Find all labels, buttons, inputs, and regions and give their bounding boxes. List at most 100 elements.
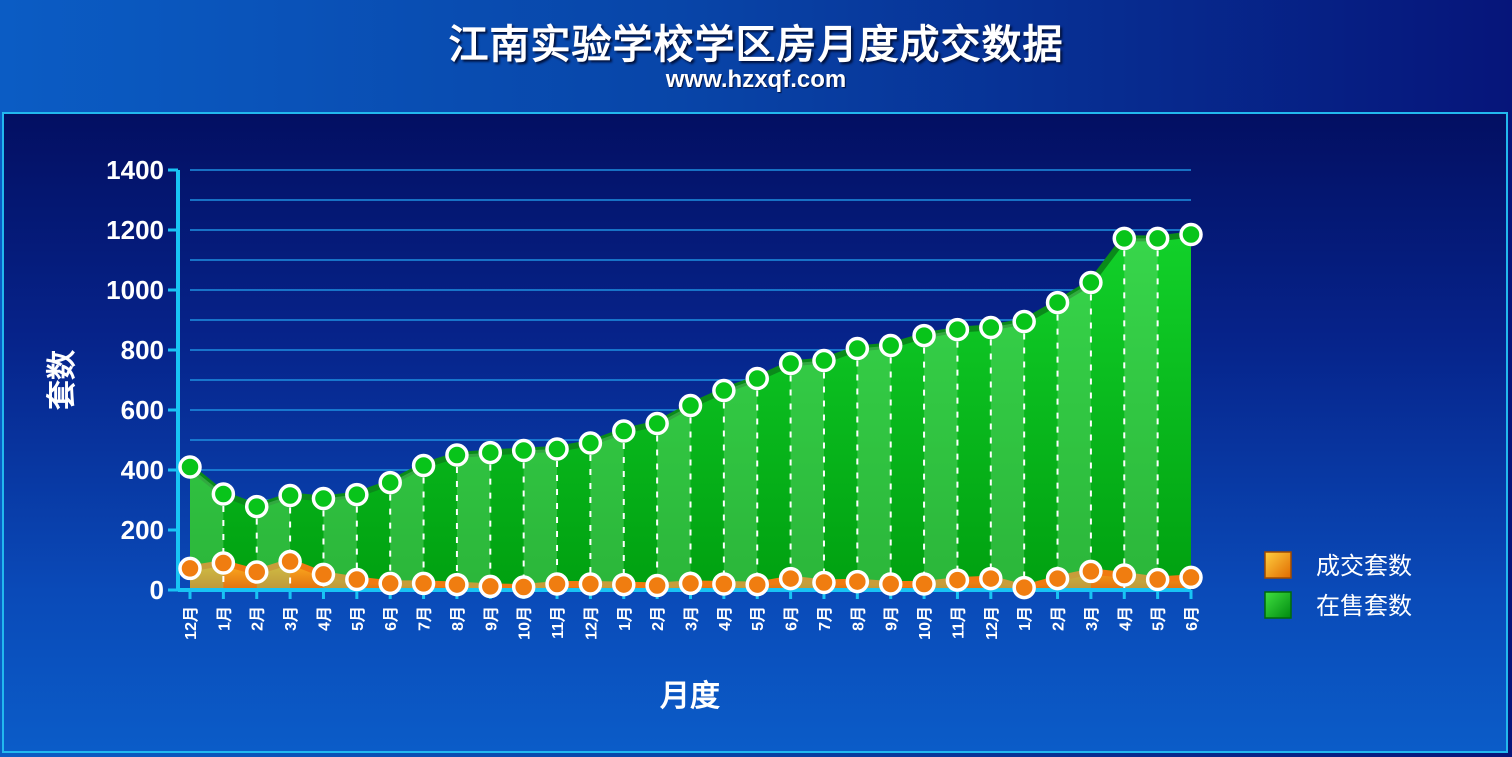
stripe-band [456,452,491,590]
y-tick-labels: 0 200 400 600 800 1000 1200 1400 [106,155,164,605]
deals-point [778,566,803,591]
x-tick-label: 9月 [482,606,500,631]
on-sale-point [1179,222,1203,247]
on-sale-point [778,351,803,376]
deals-point [1045,566,1070,591]
y-tick-label: 1200 [106,215,164,245]
on-sale-point [845,336,870,361]
deals-point [545,572,569,596]
x-tick-label: 2月 [649,606,667,631]
x-tick-label: 1月 [1016,606,1034,631]
deals-point [678,571,703,596]
on-sale-point [612,419,636,443]
x-tick-label: 2月 [249,606,267,631]
deals-point [578,572,603,596]
on-sale-point [1145,226,1170,251]
series-markers [178,222,1203,600]
deals-point [745,572,769,597]
x-tick-label: 6月 [382,606,400,631]
x-tick-label: 8月 [849,606,867,631]
deals-point [445,572,469,597]
on-sale-point [1045,290,1070,315]
on-sale-point [178,455,202,479]
deals-point [178,556,202,581]
deals-point [345,567,369,592]
drop-lines [222,250,1159,590]
deals-point [645,573,669,598]
chart-title: 江南实验学校学区房月度成交数据 [448,21,1064,68]
deals-point [1112,563,1137,587]
on-sale-point [411,453,436,478]
deals-point [945,568,970,592]
x-tick-label: 3月 [683,606,701,631]
stripe-band [1057,282,1091,590]
on-sale-point [945,317,970,342]
on-sale-point [678,393,703,418]
stripe-band [723,378,758,590]
stripe-band [1124,238,1158,590]
y-tick-label: 1000 [106,275,164,305]
deals-point [278,549,302,574]
on-sale-point [979,315,1003,340]
deals-point [1079,559,1103,584]
y-axis-label: 套数 [45,349,80,410]
on-sale-point [1079,270,1103,295]
deals-point [979,566,1003,591]
x-axis-label: 月度 [660,679,720,714]
x-tick-labels: 12月 1月 2月 3月 4月 5月 6月 7月 8月 9月 10月 11月 12月 1月 2月 3月 4月 5月… [182,606,1201,640]
x-tick-label: 9月 [883,606,901,631]
legend-swatch [1264,551,1292,579]
y-tick-label: 600 [121,395,164,425]
on-sale-point [378,470,402,495]
on-sale-point [278,483,302,508]
deals-point [878,572,903,596]
x-tick-label: 11月 [949,606,967,639]
deals-point [912,572,936,596]
on-sale-point [545,437,569,461]
x-tick-label: 12月 [582,606,600,640]
x-tick-label: 6月 [783,606,801,631]
legend-label: 在售套数 [1316,592,1412,620]
x-tick-label: 10月 [916,606,934,640]
on-sale-point [345,482,369,507]
stripe-band [390,465,424,590]
deals-point [1145,567,1170,592]
x-tick-label: 5月 [749,606,767,631]
x-tick-label: 6月 [1183,606,1201,631]
x-tick-label: 5月 [349,606,367,631]
chart-header: 江南实验学校学区房月度成交数据 www.hzxqf.com [0,0,1512,112]
deals-point [378,571,402,596]
x-tick-label: 4月 [315,606,333,631]
x-tick-label: 4月 [716,606,734,631]
legend-label: 成交套数 [1316,552,1412,580]
on-sale-point [912,323,936,348]
on-sale-point [812,348,836,373]
deals-point [612,572,636,597]
deals-point [211,551,236,575]
stripe-band [857,345,891,590]
x-tick-label: 12月 [182,606,200,640]
deals-point [1012,575,1036,600]
x-tick-label: 11月 [549,606,567,639]
x-tick-label: 3月 [1083,606,1101,631]
y-tick-label: 0 [150,575,164,605]
y-tick-label: 800 [121,335,164,365]
deals-point [244,560,269,584]
x-tick-label: 2月 [1050,606,1068,631]
x-tick-label: 7月 [416,606,434,631]
y-tick-label: 200 [121,515,164,545]
x-tick-label: 10月 [516,606,534,640]
stripe-band [924,329,958,590]
legend-swatch [1264,591,1292,619]
deals-point [1179,565,1203,590]
x-tick-label: 12月 [983,606,1001,640]
deals-point [478,574,503,599]
deals-point [845,569,870,594]
on-sale-point [745,366,769,391]
stripe-band [990,321,1025,590]
on-sale-point [511,438,536,463]
on-sale-point [645,411,669,436]
